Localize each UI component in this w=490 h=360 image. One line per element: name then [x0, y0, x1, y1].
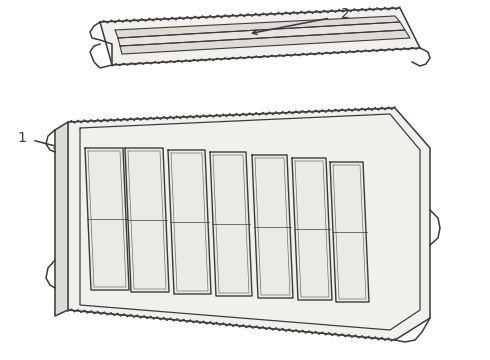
Polygon shape [252, 155, 293, 298]
Polygon shape [120, 30, 410, 54]
Polygon shape [118, 22, 405, 46]
Polygon shape [210, 152, 252, 296]
Polygon shape [68, 108, 430, 340]
Polygon shape [115, 16, 400, 38]
Text: 1: 1 [18, 131, 26, 145]
Polygon shape [330, 162, 369, 302]
Polygon shape [100, 8, 420, 65]
Polygon shape [85, 148, 129, 290]
Polygon shape [292, 158, 332, 300]
Polygon shape [125, 148, 169, 292]
Polygon shape [55, 122, 68, 316]
Text: 2: 2 [341, 7, 349, 21]
Polygon shape [168, 150, 211, 294]
